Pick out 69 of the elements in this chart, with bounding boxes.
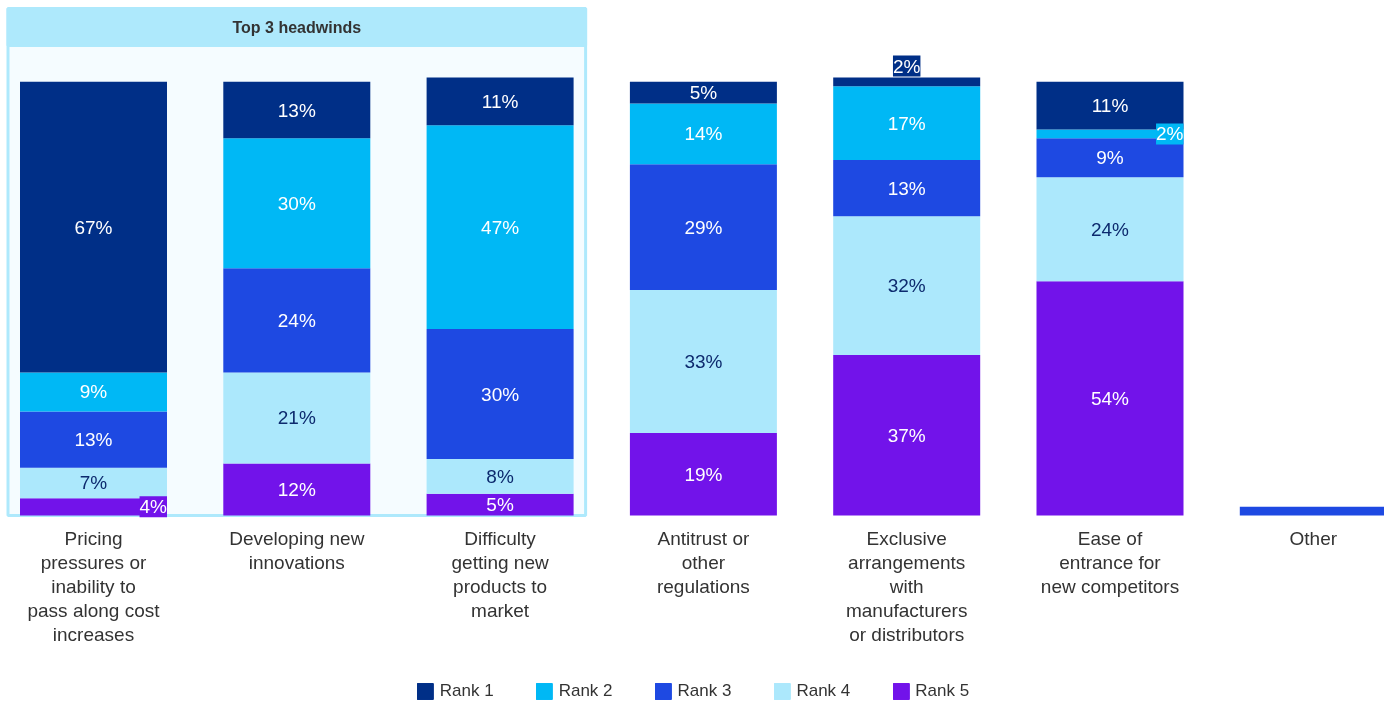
data-label: 19% <box>684 463 723 485</box>
legend-label: Rank 4 <box>796 681 851 701</box>
bar <box>629 81 777 104</box>
x-tick-label: Developing new innovations <box>229 527 365 573</box>
data-label: 13% <box>74 429 113 451</box>
bar <box>426 329 574 460</box>
data-label: 9% <box>1096 147 1124 169</box>
data-label: 8% <box>486 465 514 487</box>
data-label: 7% <box>79 472 108 494</box>
bar <box>223 268 371 373</box>
x-tick-label: Ease of entrance for new competitors <box>1040 527 1180 597</box>
bar <box>20 467 167 499</box>
data-label: 24% <box>277 309 316 331</box>
bar <box>1036 138 1184 178</box>
x-tick-label: Other <box>1289 527 1338 549</box>
data-label: 67% <box>74 216 113 238</box>
data-label: 5% <box>486 494 514 516</box>
data-label: 13% <box>277 99 316 121</box>
legend-label: Rank 5 <box>915 681 970 701</box>
data-label: 29% <box>684 216 723 238</box>
data-label: 5% <box>689 82 718 104</box>
legend-label: Rank 1 <box>439 681 494 701</box>
bar <box>629 290 777 434</box>
bar <box>223 463 371 516</box>
bar <box>223 372 371 464</box>
bar <box>833 86 981 160</box>
data-label: 21% <box>277 407 316 429</box>
data-label: 11% <box>481 90 519 112</box>
bar <box>1036 281 1184 516</box>
data-label: 47% <box>481 216 520 238</box>
data-label: 13% <box>887 177 926 199</box>
bar <box>223 138 371 269</box>
band-label: Top 3 headwinds <box>232 18 362 36</box>
data-label: 17% <box>887 112 926 134</box>
data-label: 11% <box>1091 95 1129 117</box>
bar <box>833 216 981 356</box>
data-label: 14% <box>684 123 723 145</box>
data-label: 30% <box>481 383 520 405</box>
bar <box>426 493 574 516</box>
bar <box>629 164 777 290</box>
legend-label: Rank 2 <box>558 681 613 701</box>
data-label: 33% <box>684 351 723 373</box>
bar <box>20 81 167 373</box>
bar <box>223 81 371 139</box>
bar <box>1036 177 1184 282</box>
x-tick-label: Antitrust or other regulations <box>656 527 751 597</box>
data-label: 12% <box>277 478 316 500</box>
bar <box>20 411 167 468</box>
bar <box>426 77 574 126</box>
data-label: 24% <box>1090 218 1130 240</box>
data-label: 37% <box>887 424 926 446</box>
data-label: 4% <box>139 496 168 518</box>
data-label: 54% <box>1090 387 1130 409</box>
bar <box>833 159 981 217</box>
bar <box>629 103 777 165</box>
data-label: 2% <box>892 55 921 77</box>
data-label: 2% <box>1156 123 1184 145</box>
data-label: 30% <box>277 192 316 214</box>
data-label: 32% <box>887 275 926 297</box>
bar <box>629 433 777 516</box>
bar <box>426 125 574 330</box>
x-tick-label: Exclusive arrangements with manufacturers or distributors <box>845 527 968 646</box>
legend-label: Rank 3 <box>677 681 732 701</box>
data-label: 9% <box>79 381 108 403</box>
bar <box>20 372 167 412</box>
bar <box>426 459 574 494</box>
x-tick-label: Pricing pressures or inability to pass along cost increases <box>27 527 161 646</box>
bar <box>833 355 981 516</box>
x-tick-label: Difficulty getting new products to market <box>451 527 549 621</box>
